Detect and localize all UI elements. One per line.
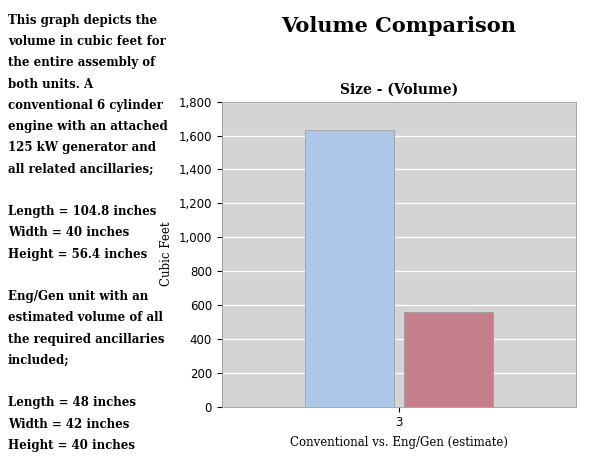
Bar [404, 312, 493, 407]
Text: estimated volume of all: estimated volume of all [8, 311, 163, 324]
Text: both units. A: both units. A [8, 78, 93, 91]
Text: volume in cubic feet for: volume in cubic feet for [8, 35, 166, 48]
Text: included;: included; [8, 354, 70, 367]
Text: the required ancillaries: the required ancillaries [8, 333, 164, 346]
Text: conventional 6 cylinder: conventional 6 cylinder [8, 99, 163, 112]
Text: Height = 56.4 inches: Height = 56.4 inches [8, 248, 147, 261]
Bar [305, 130, 394, 407]
X-axis label: Conventional vs. Eng/Gen (estimate): Conventional vs. Eng/Gen (estimate) [290, 436, 508, 449]
Text: Width = 42 inches: Width = 42 inches [8, 418, 129, 431]
Title: Size - (Volume): Size - (Volume) [340, 82, 458, 96]
Text: the entire assembly of: the entire assembly of [8, 56, 155, 69]
Y-axis label: Cubic Feet: Cubic Feet [160, 222, 173, 286]
Text: Volume Comparison: Volume Comparison [281, 16, 517, 36]
Text: Height = 40 inches: Height = 40 inches [8, 439, 135, 452]
Text: Eng/Gen unit with an: Eng/Gen unit with an [8, 290, 148, 303]
Text: Length = 104.8 inches: Length = 104.8 inches [8, 205, 156, 218]
Text: Length = 48 inches: Length = 48 inches [8, 396, 136, 409]
Text: This graph depicts the: This graph depicts the [8, 14, 157, 27]
Text: all related ancillaries;: all related ancillaries; [8, 163, 154, 176]
Text: 125 kW generator and: 125 kW generator and [8, 141, 156, 154]
Text: engine with an attached: engine with an attached [8, 120, 168, 133]
Text: Width = 40 inches: Width = 40 inches [8, 226, 129, 239]
